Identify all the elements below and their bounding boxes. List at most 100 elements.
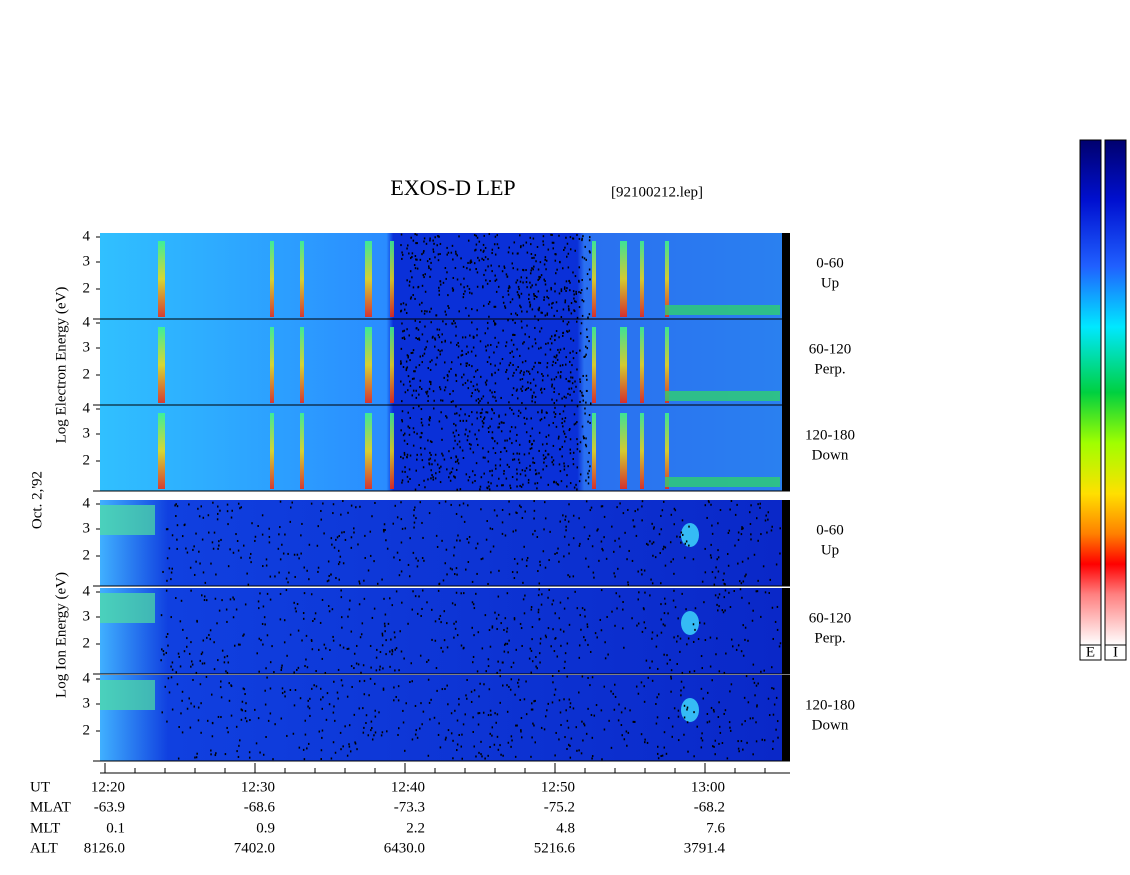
noise — [450, 361, 453, 364]
noise — [531, 396, 534, 399]
noise — [605, 557, 608, 560]
noise — [723, 712, 725, 715]
noise — [497, 368, 500, 371]
noise — [432, 250, 435, 253]
noise — [584, 355, 586, 358]
noise — [353, 527, 355, 530]
noise — [409, 454, 412, 457]
noise — [431, 359, 433, 362]
noise — [539, 637, 542, 640]
noise — [677, 709, 680, 712]
y-tick-label: 3 — [83, 253, 91, 269]
noise — [189, 566, 192, 569]
noise — [384, 613, 387, 616]
noise — [567, 574, 569, 577]
noise — [415, 242, 417, 245]
noise — [517, 293, 519, 296]
noise — [212, 501, 214, 504]
noise — [216, 622, 218, 625]
noise — [466, 345, 468, 348]
noise — [496, 484, 498, 487]
noise — [415, 389, 417, 392]
noise — [411, 255, 413, 258]
noise — [162, 570, 164, 573]
noise — [558, 448, 561, 451]
noise — [700, 746, 703, 749]
noise — [337, 697, 339, 700]
noise — [226, 620, 228, 623]
noise — [553, 481, 555, 484]
noise — [539, 362, 542, 365]
noise — [488, 485, 490, 488]
noise — [589, 465, 591, 468]
noise — [501, 484, 503, 487]
noise — [711, 571, 714, 574]
noise — [619, 545, 621, 548]
noise — [617, 719, 620, 722]
noise — [516, 433, 518, 436]
noise — [471, 308, 473, 311]
noise — [501, 358, 504, 361]
noise — [553, 391, 555, 394]
noise — [684, 542, 687, 545]
noise — [564, 736, 566, 739]
noise — [175, 671, 178, 674]
noise — [491, 252, 493, 255]
noise — [295, 610, 297, 613]
noise — [457, 534, 459, 537]
noise — [332, 639, 335, 642]
noise — [533, 724, 535, 727]
noise — [254, 539, 256, 542]
y-tick-label: 4 — [83, 583, 91, 599]
noise — [426, 310, 428, 313]
noise — [197, 507, 199, 510]
noise — [211, 721, 214, 724]
row-label: MLT — [30, 820, 60, 836]
noise — [771, 525, 773, 528]
noise — [677, 715, 680, 718]
noise — [583, 437, 585, 440]
noise — [685, 540, 688, 543]
noise — [421, 521, 423, 524]
noise — [401, 257, 403, 260]
noise — [439, 614, 442, 617]
noise — [506, 439, 508, 442]
noise — [223, 661, 226, 664]
noise — [211, 541, 214, 544]
noise — [475, 547, 477, 550]
noise — [505, 273, 508, 276]
noise — [466, 285, 469, 288]
noise — [515, 511, 517, 514]
noise — [210, 562, 212, 565]
spectrogram-panel — [100, 319, 790, 405]
noise — [565, 529, 567, 532]
noise — [437, 334, 440, 337]
noise — [469, 334, 471, 337]
noise — [579, 332, 582, 335]
noise — [423, 276, 425, 279]
noise — [692, 640, 695, 643]
noise — [363, 597, 366, 600]
noise — [663, 746, 666, 749]
noise — [558, 738, 560, 741]
noise — [456, 719, 459, 722]
noise — [427, 754, 430, 757]
noise — [304, 664, 306, 667]
noise — [754, 694, 756, 697]
noise — [264, 623, 266, 626]
noise — [199, 562, 201, 565]
noise — [569, 706, 571, 709]
noise — [525, 431, 528, 434]
noise — [449, 567, 452, 570]
noise — [303, 592, 306, 595]
noise — [587, 460, 589, 463]
noise — [265, 667, 267, 670]
noise — [332, 635, 334, 638]
noise — [488, 488, 491, 491]
noise — [647, 676, 649, 679]
noise — [405, 369, 408, 372]
noise — [522, 342, 524, 345]
noise — [467, 541, 470, 544]
noise — [560, 288, 563, 291]
noise — [564, 417, 567, 420]
